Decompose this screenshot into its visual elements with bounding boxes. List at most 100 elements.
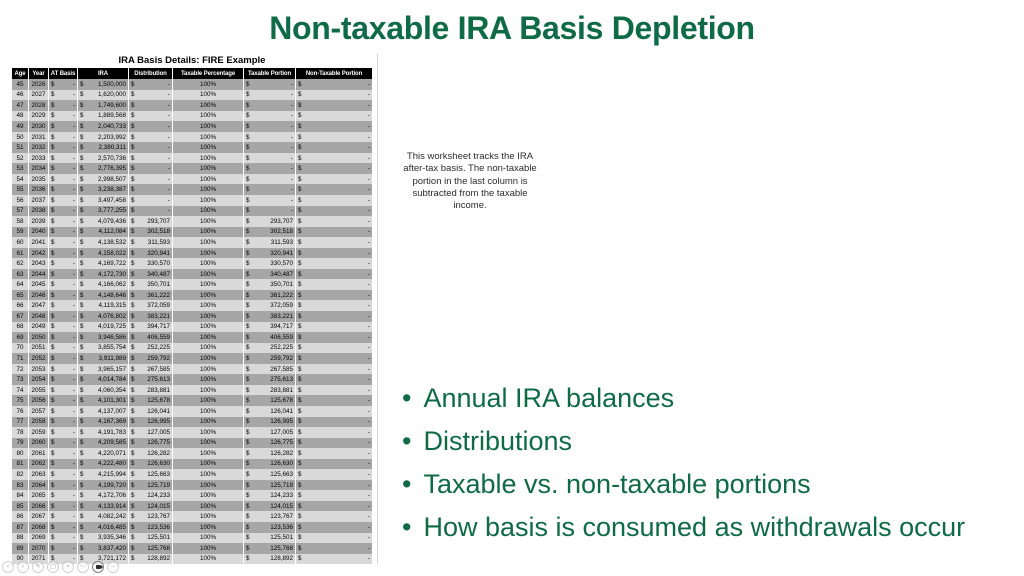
currency-symbol: $ — [246, 386, 250, 394]
zoom-icon[interactable]: ⌕ — [62, 561, 74, 573]
cell-currency: $125,768 — [129, 543, 173, 554]
currency-symbol: $ — [246, 397, 250, 405]
column-header-taxable-portion: Taxable Portion — [244, 68, 296, 79]
cell-currency: $383,221 — [129, 311, 173, 322]
cell-currency: $ - — [49, 289, 78, 301]
column-header-non-taxable-portion: Non-Taxable Portion — [305, 70, 363, 77]
currency-value: 372,059 — [147, 302, 170, 310]
cell-currency: $ - — [296, 533, 372, 544]
table-row: 81 2062 $ - $4,222,480 $126,630 100% $126,630 $ - — [12, 458, 372, 470]
currency-symbol: $ — [298, 449, 302, 457]
cell-currency: $4,014,784 — [78, 374, 129, 385]
previous-slide-icon[interactable]: ‹ — [2, 561, 14, 573]
currency-value: 3,721,172 — [97, 555, 126, 563]
cell-age: 75 — [12, 395, 29, 406]
currency-value: - — [72, 175, 75, 183]
currency-symbol: $ — [298, 323, 302, 331]
currency-symbol: $ — [298, 249, 302, 257]
currency-value: 4,138,532 — [97, 238, 126, 246]
cell-currency: $ - — [49, 332, 78, 343]
currency-value: 302,518 — [270, 228, 293, 236]
cell-currency: $4,167,369 — [78, 416, 129, 428]
cell-currency: $ - — [49, 268, 78, 280]
currency-symbol: $ — [131, 323, 135, 331]
cell-currency: $3,497,458 — [78, 195, 129, 206]
currency-symbol: $ — [298, 260, 302, 268]
cell-year: 2044 — [29, 268, 49, 280]
currency-value: - — [290, 196, 293, 204]
cell-currency: $125,678 — [129, 395, 173, 406]
currency-symbol: $ — [246, 312, 250, 320]
cell-currency: $ - — [296, 153, 372, 164]
cell-taxable-percentage: 100% — [173, 521, 244, 533]
cell-currency: $ - — [49, 384, 78, 396]
bullet-item: • Taxable vs. non-taxable portions — [402, 463, 965, 506]
cell-currency: $ - — [49, 195, 78, 206]
cell-year: 2040 — [29, 226, 49, 238]
currency-symbol: $ — [298, 80, 302, 88]
currency-symbol: $ — [131, 238, 135, 246]
cell-currency: $ - — [296, 490, 372, 501]
cell-age: 66 — [12, 300, 29, 312]
currency-symbol: $ — [246, 428, 250, 436]
currency-value: 126,041 — [270, 407, 293, 415]
see-all-slides-icon[interactable]: ▢ — [47, 561, 59, 573]
currency-symbol: $ — [51, 217, 55, 225]
more-options-icon[interactable]: ⋯ — [77, 561, 89, 573]
table-row: 60 2041 $ - $4,138,532 $311,593 100% $311,593 $ - — [12, 237, 372, 248]
column-header-taxable-percentage: Taxable Percentage — [173, 68, 244, 79]
cell-currency: $275,613 — [244, 374, 296, 385]
currency-symbol: $ — [51, 492, 55, 500]
table-row: 46 2027 $ - $1,620,000 $ -100% $ - $ - — [12, 89, 372, 101]
cell-currency: $372,059 — [244, 300, 296, 312]
table-row: 86 2067 $ - $4,082,242 $123,767 100% $123,767 $ - — [12, 511, 372, 522]
cell-currency: $4,076,802 — [78, 311, 129, 322]
currency-symbol: $ — [298, 344, 302, 352]
currency-symbol: $ — [246, 502, 250, 510]
currency-value: - — [72, 323, 75, 331]
currency-symbol: $ — [80, 260, 84, 268]
currency-value: - — [367, 354, 370, 362]
cell-taxable-percentage: 100% — [173, 543, 244, 554]
cell-year: 2056 — [29, 395, 49, 406]
currency-symbol: $ — [298, 91, 302, 99]
currency-symbol: $ — [131, 354, 135, 362]
currency-symbol: $ — [246, 418, 250, 426]
currency-value: 383,221 — [270, 312, 293, 320]
currency-value: - — [72, 418, 75, 426]
currency-value: - — [367, 91, 370, 99]
cell-currency: $ - — [129, 79, 173, 90]
note-line: income. — [453, 200, 487, 212]
currency-value: 4,158,022 — [97, 249, 126, 257]
cell-currency: $394,717 — [244, 321, 296, 333]
note-line: subtracted from the taxable — [412, 187, 528, 199]
next-slide-icon[interactable]: › — [17, 561, 29, 573]
cell-year: 2042 — [29, 247, 49, 259]
table-row: 70 2051 $ - $3,855,754 $252,225 100% $252,225 $ - — [12, 342, 372, 354]
cell-year: 2031 — [29, 131, 49, 143]
cell-currency: $ - — [129, 163, 173, 174]
currency-symbol: $ — [246, 481, 250, 489]
currency-value: 124,233 — [270, 492, 293, 500]
bullet-dot-icon: • — [402, 426, 412, 456]
cell-currency: $383,221 — [244, 311, 296, 322]
cell-currency: $4,199,720 — [78, 479, 129, 491]
currency-symbol: $ — [131, 133, 135, 141]
currency-value: - — [167, 175, 170, 183]
cell-currency: $ - — [49, 521, 78, 533]
cell-currency: $ - — [296, 132, 372, 143]
currency-symbol: $ — [80, 492, 84, 500]
currency-symbol: $ — [246, 492, 250, 500]
cell-currency: $ - — [49, 100, 78, 111]
bullet-item: • Distributions — [402, 420, 965, 463]
currency-value: - — [72, 555, 75, 563]
currency-symbol: $ — [298, 175, 302, 183]
camera-icon[interactable] — [92, 561, 104, 573]
pen-icon[interactable]: ✎ — [32, 561, 44, 573]
currency-value: - — [367, 217, 370, 225]
end-show-icon[interactable]: – — [107, 561, 119, 573]
currency-symbol: $ — [80, 513, 84, 521]
bullet-text: Distributions — [423, 426, 573, 456]
cell-currency: $2,040,733 — [78, 121, 129, 132]
currency-value: 361,222 — [270, 291, 293, 299]
